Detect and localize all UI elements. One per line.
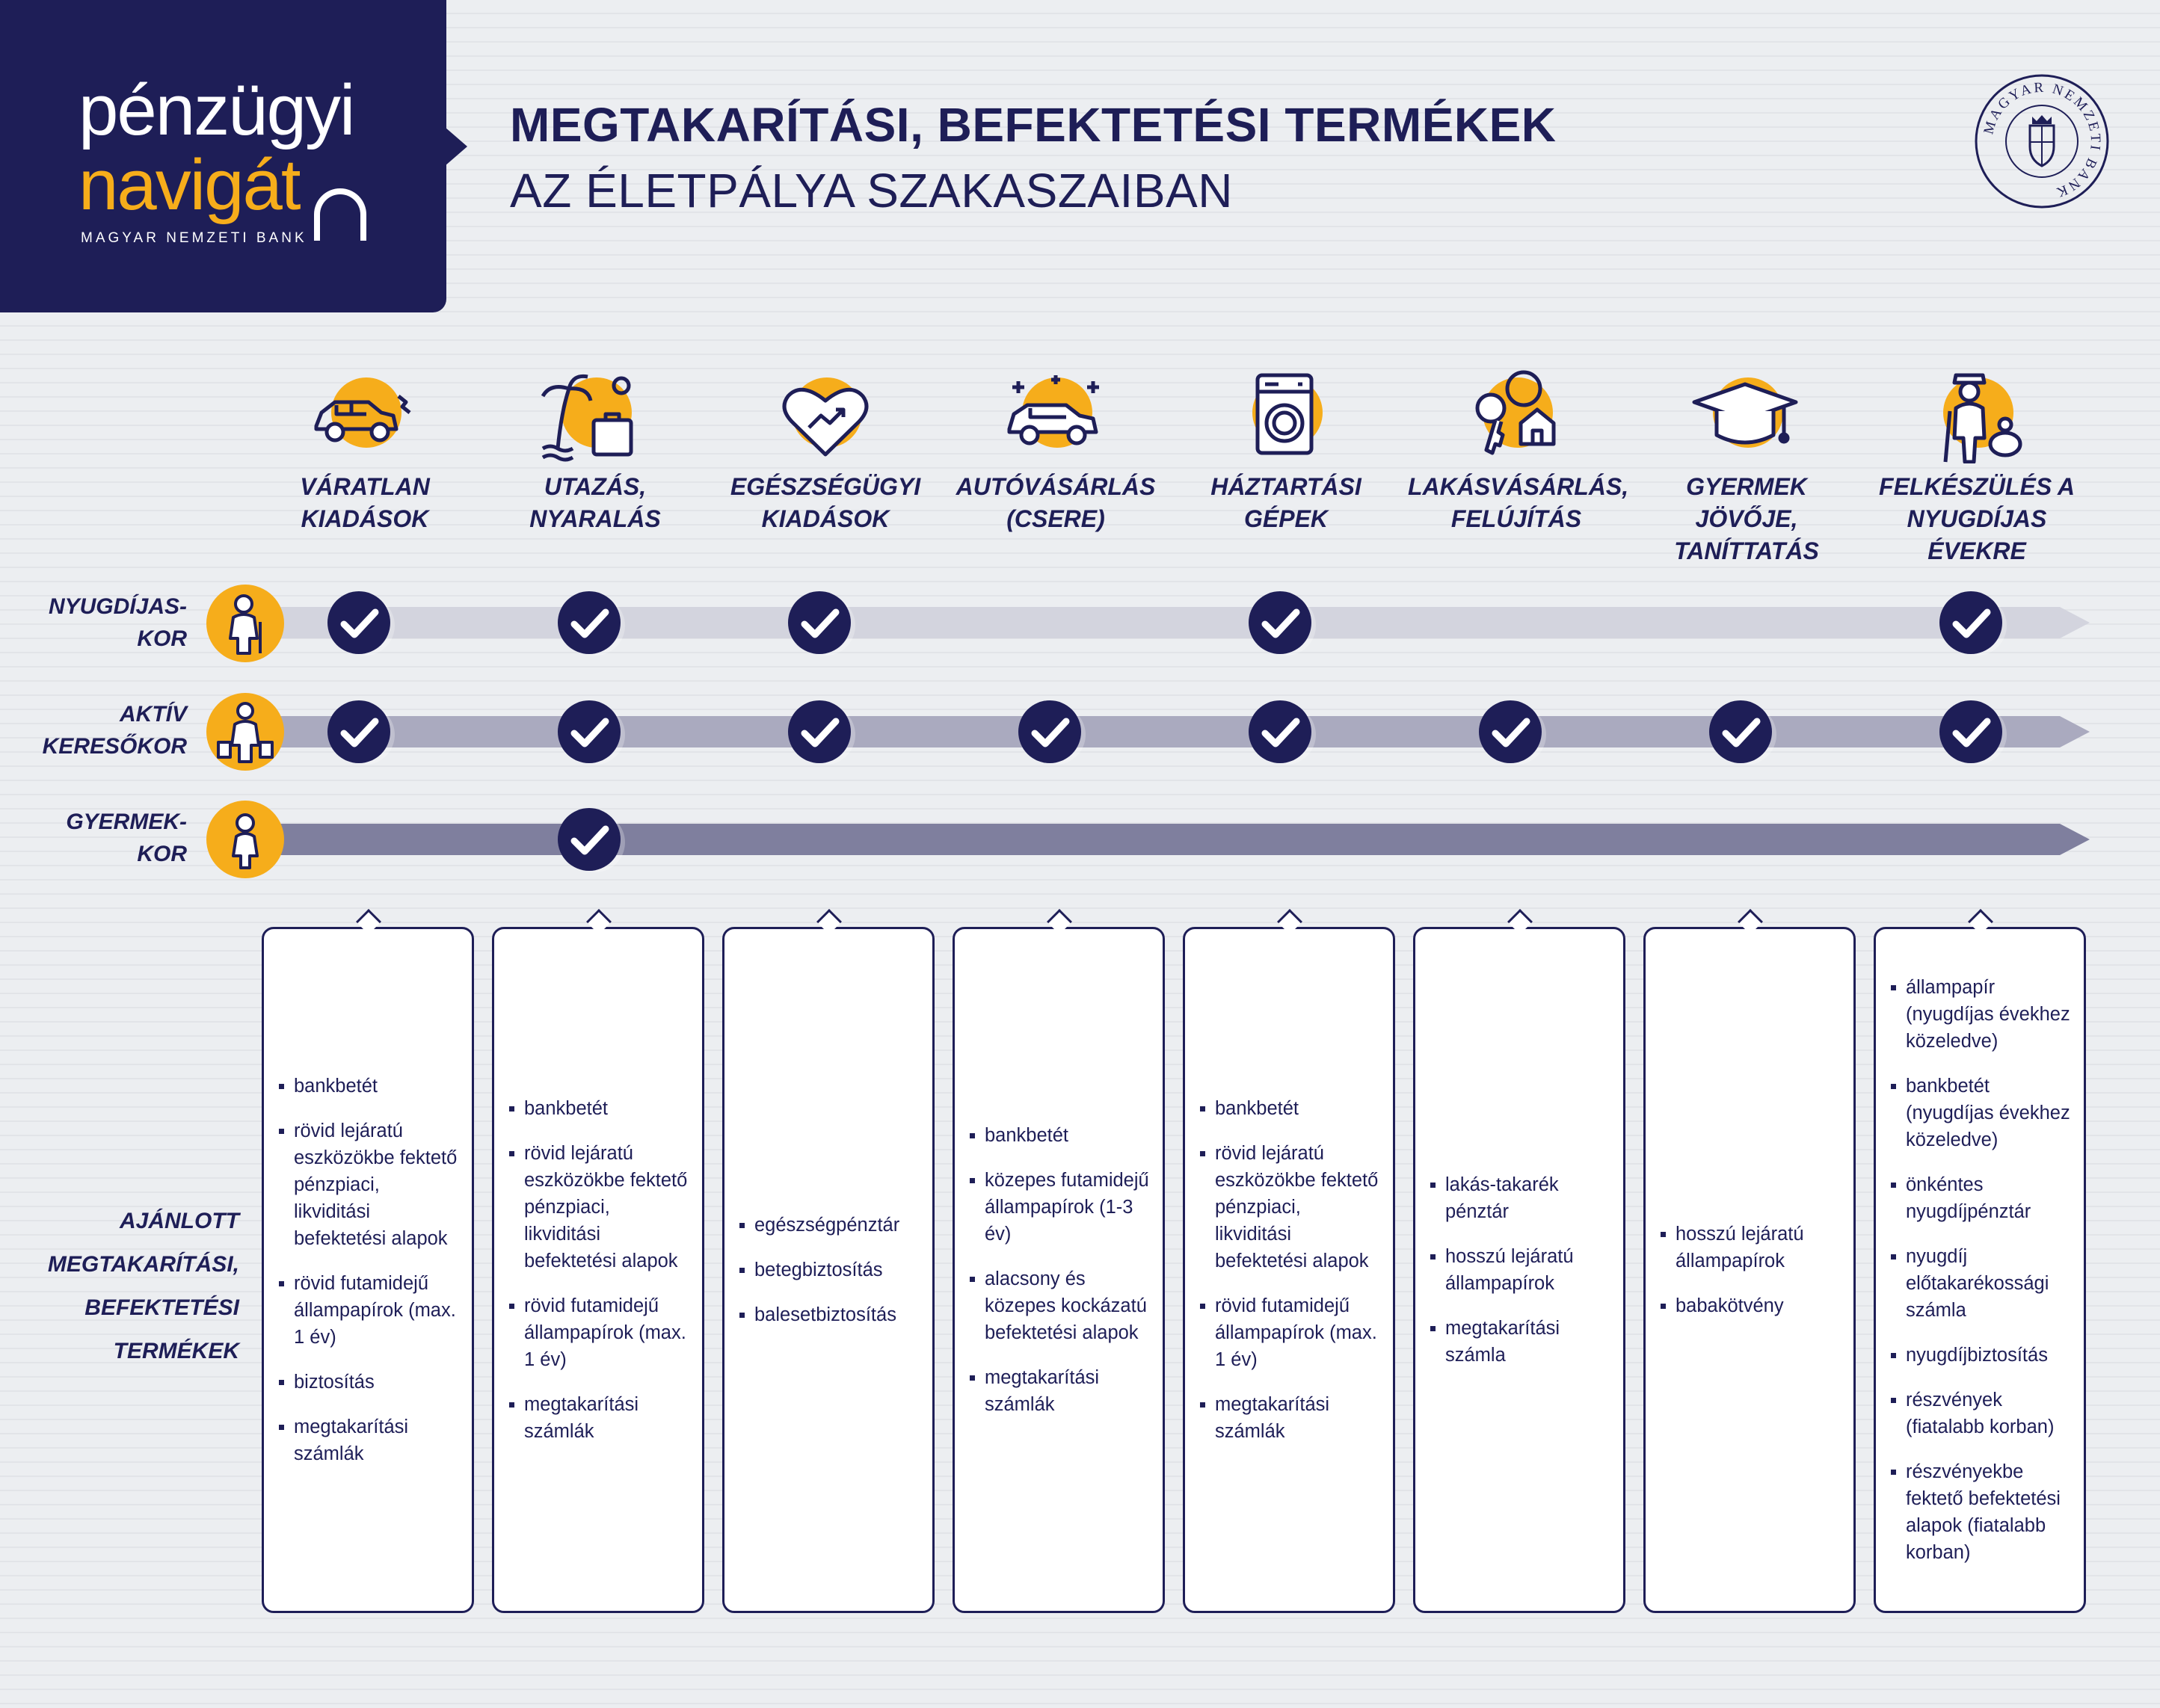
product-item: bankbetét <box>509 1095 690 1122</box>
category-health: EGÉSZSÉGÜGYI KIADÁSOK <box>717 366 934 535</box>
check-icon <box>558 700 621 763</box>
product-item: biztosítás <box>279 1369 460 1396</box>
product-item: rövid lejáratú eszközökbe fektető pénzpi… <box>279 1117 460 1252</box>
page-title: MEGTAKARÍTÁSI, BEFEKTETÉSI TERMÉKEK <box>510 98 1557 152</box>
check-icon <box>1939 591 2002 654</box>
stage-label-retirement: NYUGDÍJAS- KOR <box>48 594 187 651</box>
products-label: AJÁNLOTT MEGTAKARÍTÁSI, BEFEKTETÉSI TERM… <box>47 1209 239 1363</box>
check-icon <box>1018 700 1081 763</box>
logo-text-line1: pénzügyi <box>79 70 355 150</box>
product-item: nyugdíjbiztosítás <box>1891 1342 2072 1369</box>
product-item: állampapír (nyugdíjas évekhez közeledve) <box>1891 974 2072 1055</box>
product-item: megtakarítási számlák <box>279 1413 460 1467</box>
category-unexpected-expenses: VÁRATLAN KIADÁSOK <box>256 366 473 535</box>
product-card-car-purchase: bankbetét közepes futamidejű állampapíro… <box>953 909 1165 1613</box>
check-icon <box>1709 700 1772 763</box>
category-retirement-preparation: FELKÉSZÜLÉS A NYUGDÍJAS ÉVEKRE <box>1868 366 2085 567</box>
check-icon <box>327 700 390 763</box>
check-icon <box>1939 700 2002 763</box>
product-item: balesetbiztosítás <box>739 1301 920 1328</box>
logo-pointer <box>445 127 467 166</box>
category-label: EGÉSZSÉGÜGYI KIADÁSOK <box>730 473 921 532</box>
band-retirement <box>254 607 2090 638</box>
product-card-home-purchase: lakás-takarék pénztár hosszú lejáratú ál… <box>1413 909 1625 1613</box>
logo-panel: pénzügyi navigát MAGYAR NEMZETI BANK <box>0 0 446 312</box>
category-label: FELKÉSZÜLÉS A NYUGDÍJAS ÉVEKRE <box>1879 473 2075 564</box>
retirement-icon <box>1910 366 2044 463</box>
logo-subtitle: MAGYAR NEMZETI BANK <box>81 230 307 246</box>
house-keys-icon <box>1449 366 1584 463</box>
category-home-purchase: LAKÁSVÁSÁRLÁS, FELÚJÍTÁS <box>1408 366 1629 535</box>
logo-text-line2: navigát <box>79 145 301 225</box>
elderly-person-icon <box>206 585 284 662</box>
product-item: egészségpénztár <box>739 1212 920 1239</box>
product-item: bankbetét <box>970 1122 1151 1149</box>
graduation-cap-icon <box>1679 366 1814 463</box>
product-card-health: egészségpénztár betegbiztosítás balesetb… <box>722 909 935 1613</box>
product-item: rövid lejáratú eszközökbe fektető pénzpi… <box>1200 1140 1381 1274</box>
product-card-retirement: állampapír (nyugdíjas évekhez közeledve)… <box>1874 909 2086 1613</box>
check-icon <box>788 700 851 763</box>
page-subtitle: AZ ÉLETPÁLYA SZAKASZAIBAN <box>510 164 1233 218</box>
product-item: hosszú lejáratú állampapírok <box>1661 1221 1841 1274</box>
band-childhood <box>254 824 2090 855</box>
product-item: megtakarítási számlák <box>509 1391 690 1445</box>
check-icon <box>558 591 621 654</box>
product-item: megtakarítási számlák <box>970 1364 1151 1418</box>
check-icon <box>327 591 390 654</box>
product-item: bankbetét <box>279 1073 460 1100</box>
product-item: betegbiztosítás <box>739 1257 920 1283</box>
product-item: megtakarítási számla <box>1430 1315 1611 1369</box>
car-crash-icon <box>298 366 432 463</box>
product-item: közepes futamidejű állampapírok (1-3 év) <box>970 1167 1151 1248</box>
product-item: megtakarítási számlák <box>1200 1391 1381 1445</box>
product-card-travel: bankbetét rövid lejáratú eszközökbe fekt… <box>492 909 704 1613</box>
category-label: AUTÓVÁSÁRLÁS (CSERE) <box>956 473 1156 532</box>
product-item: alacsony és közepes kockázatú befektetés… <box>970 1265 1151 1346</box>
logo-user-icon <box>314 188 366 241</box>
product-card-household-appliances: bankbetét rövid lejáratú eszközökbe fekt… <box>1183 909 1395 1613</box>
product-item: rövid futamidejű állampapírok (max. 1 év… <box>1200 1292 1381 1373</box>
check-icon <box>1249 700 1311 763</box>
child-icon <box>206 801 284 878</box>
product-item: bankbetét (nyugdíjas évekhez közeledve) <box>1891 1073 2072 1153</box>
adult-shopping-icon <box>206 693 284 771</box>
washing-machine-icon <box>1219 366 1353 463</box>
category-label: HÁZTARTÁSI GÉPEK <box>1210 473 1361 532</box>
check-icon <box>558 808 621 871</box>
travel-icon <box>528 366 662 463</box>
category-label: VÁRATLAN KIADÁSOK <box>300 473 430 532</box>
category-label: UTAZÁS, NYARALÁS <box>529 473 661 532</box>
category-child-education: GYERMEK JÖVŐJE, TANÍTTATÁS <box>1638 366 1855 567</box>
product-item: lakás-takarék pénztár <box>1430 1171 1611 1225</box>
stage-label-active: AKTÍV KERESŐKOR <box>42 702 187 759</box>
product-item: önkéntes nyugdíjpénztár <box>1891 1171 2072 1225</box>
product-item: rövid lejáratú eszközökbe fektető pénzpi… <box>509 1140 690 1274</box>
check-icon <box>1479 700 1542 763</box>
category-label: GYERMEK JÖVŐJE, TANÍTTATÁS <box>1674 473 1819 564</box>
product-item: babakötvény <box>1661 1292 1841 1319</box>
check-icon <box>1249 591 1311 654</box>
category-travel: UTAZÁS, NYARALÁS <box>487 366 704 535</box>
check-icon <box>788 591 851 654</box>
band-active <box>254 716 2090 747</box>
product-item: rövid futamidejű állampapírok (max. 1 év… <box>509 1292 690 1373</box>
category-label: LAKÁSVÁSÁRLÁS, FELÚJÍTÁS <box>1408 473 1629 532</box>
product-item: rövid futamidejű állampapírok (max. 1 év… <box>279 1270 460 1351</box>
product-item: nyugdíj előtakarékossági számla <box>1891 1243 2072 1324</box>
product-item: részvények (fiatalabb korban) <box>1891 1387 2072 1440</box>
product-item: részvényekbe fektető befektetési alapok … <box>1891 1458 2072 1566</box>
health-heart-icon <box>758 366 893 463</box>
product-item: hosszú lejáratú állampapírok <box>1430 1243 1611 1297</box>
product-card-child-education: hosszú lejáratú állampapírok babakötvény <box>1643 909 1856 1613</box>
product-item: bankbetét <box>1200 1095 1381 1122</box>
mnb-seal-logo: MAGYAR NEMZETI BANK <box>1974 73 2110 209</box>
new-car-icon <box>988 366 1123 463</box>
category-household-appliances: HÁZTARTÁSI GÉPEK <box>1178 366 1394 535</box>
product-card-unexpected-expenses: bankbetét rövid lejáratú eszközökbe fekt… <box>262 909 474 1613</box>
category-car-purchase: AUTÓVÁSÁRLÁS (CSERE) <box>947 366 1164 535</box>
stage-label-childhood: GYERMEK- KOR <box>66 810 187 866</box>
